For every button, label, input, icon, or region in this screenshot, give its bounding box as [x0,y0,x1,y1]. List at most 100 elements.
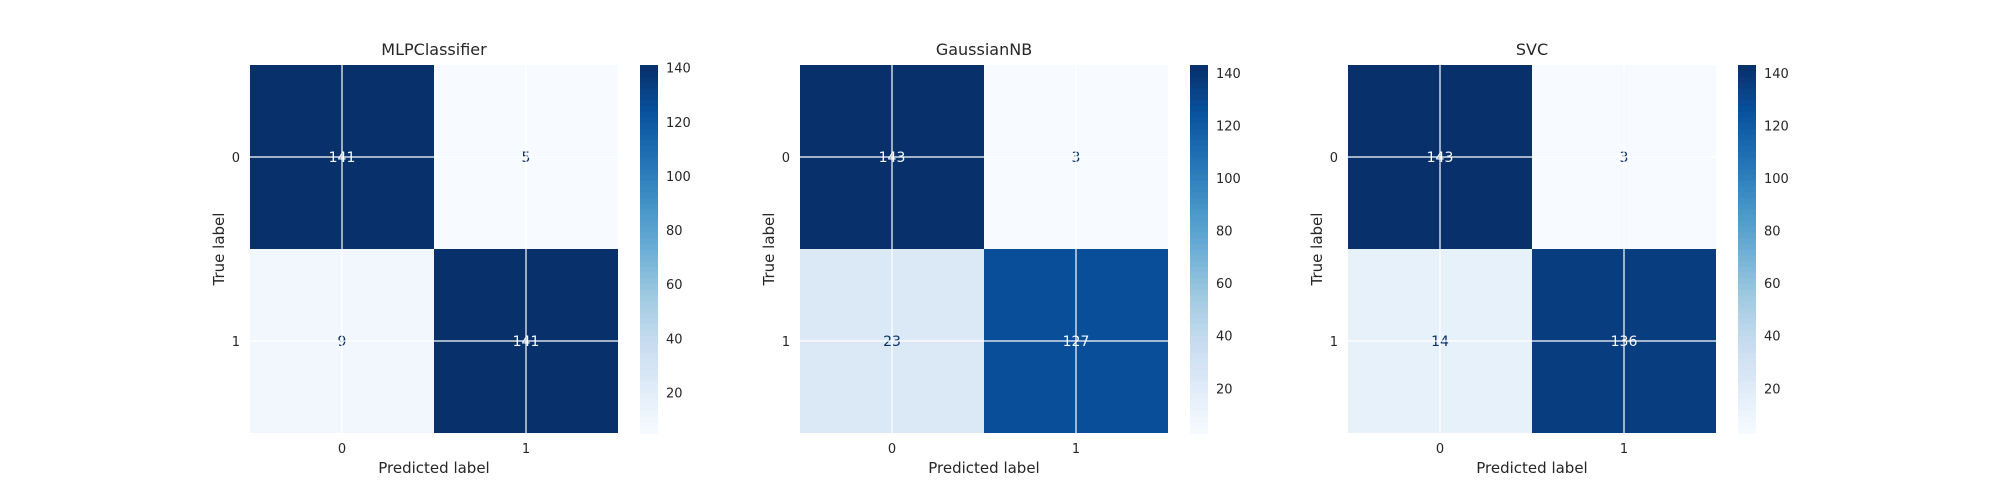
y-axis-label: True label [210,213,228,287]
colorbar-segment [640,220,658,227]
colorbar-segment [1738,65,1756,72]
colorbar-segment [1738,203,1756,210]
colorbar-segment [1738,318,1756,325]
colorbar-segment [1190,358,1208,365]
x-tick-label: 1 [1620,442,1628,457]
colorbar-segment [1738,410,1756,417]
colorbar-segment [1190,220,1208,227]
colorbar-segment [1190,185,1208,193]
colorbar-segment [640,65,658,72]
colorbar-segment [1738,272,1756,279]
colorbar-segment [1738,415,1756,423]
colorbar-segment [1738,70,1756,78]
colorbar-segment [1738,145,1756,152]
colorbar-segment [1738,111,1756,118]
colorbar-segment [1738,93,1756,101]
colorbar-segment [1190,203,1208,210]
colorbar-segment [1190,99,1208,106]
colorbar-segment [640,93,658,101]
colorbar-segment [640,162,658,170]
colorbar-segment [1738,352,1756,359]
colorbar-segment [1190,168,1208,175]
colorbar-tick-label: 140 [1764,67,1789,82]
colorbar-segment [1190,162,1208,170]
colorbar-segment [640,364,658,371]
panel-title: GaussianNB [936,40,1032,59]
colorbar-segment [640,381,658,388]
colorbar-segment [1738,295,1756,302]
colorbar-segment [640,249,658,256]
colorbar-segment [640,369,658,377]
colorbar-segment [640,323,658,331]
colorbar-segment [1190,398,1208,405]
colorbar-segment [640,105,658,112]
colorbar-segment [640,157,658,164]
colorbar-segment [1190,312,1208,319]
colorbar-segment [640,226,658,233]
colorbar-segment [640,208,658,216]
colorbar-segment [640,174,658,181]
colorbar-segment [1190,197,1208,204]
colorbar-segment [1738,289,1756,296]
y-tick-label: 1 [782,335,790,350]
colorbar-segment [1738,128,1756,135]
colorbar-segment [1190,128,1208,135]
colorbar-segment [1190,180,1208,187]
colorbar-segment [640,421,658,428]
x-tick-label: 0 [338,442,346,457]
colorbar-segment [1190,122,1208,129]
colorbar-segment [640,410,658,417]
confusion-matrix-panel: MLPClassifier141591410101Predicted label… [210,40,691,477]
colorbar-segment [640,427,658,434]
colorbar-segment [1190,387,1208,394]
colorbar-segment [1190,318,1208,325]
colorbar-segment [1738,364,1756,371]
colorbar-segment [640,145,658,152]
colorbar-segment [1190,289,1208,296]
x-axis-label: Predicted label [378,459,489,477]
colorbar-segment [640,295,658,302]
colorbar-segment [1190,410,1208,417]
colorbar-segment [1190,427,1208,434]
y-tick-label: 0 [232,151,240,166]
colorbar-segment [640,128,658,135]
colorbar-segment [640,392,658,400]
colorbar-segment [640,266,658,273]
colorbar-segment [640,260,658,267]
x-tick-label: 1 [522,442,530,457]
colorbar-segment [1738,88,1756,95]
colorbar-segment [1738,323,1756,331]
colorbar-segment [640,168,658,175]
colorbar-segment [1190,364,1208,371]
colorbar-segment [1190,415,1208,423]
colorbar-tick-label: 100 [1216,172,1241,187]
colorbar-tick-label: 60 [1764,277,1781,292]
colorbar-segment [1190,139,1208,147]
colorbar-segment [640,214,658,221]
colorbar-segment [1190,70,1208,78]
colorbar-tick-label: 20 [1216,382,1233,397]
colorbar-segment [1738,329,1756,336]
y-axis-label: True label [760,213,778,287]
colorbar-segment [1738,249,1756,256]
colorbar-segment [1738,168,1756,175]
colorbar-segment [1738,82,1756,89]
colorbar-tick-label: 20 [1764,382,1781,397]
colorbar-segment [1190,329,1208,336]
colorbar-tick-label: 40 [1764,330,1781,345]
colorbar-segment [1738,157,1756,164]
colorbar-segment [1190,392,1208,400]
colorbar-segment [1190,323,1208,331]
colorbar-segment [640,203,658,210]
colorbar-segment [640,300,658,308]
colorbar-segment [1190,306,1208,313]
colorbar-segment [1190,65,1208,72]
colorbar-segment [1190,145,1208,152]
colorbar-segment [640,70,658,78]
colorbar-segment [1190,335,1208,342]
colorbar-tick-label: 20 [666,386,683,401]
colorbar-segment [1190,404,1208,411]
colorbar-segment [640,139,658,147]
